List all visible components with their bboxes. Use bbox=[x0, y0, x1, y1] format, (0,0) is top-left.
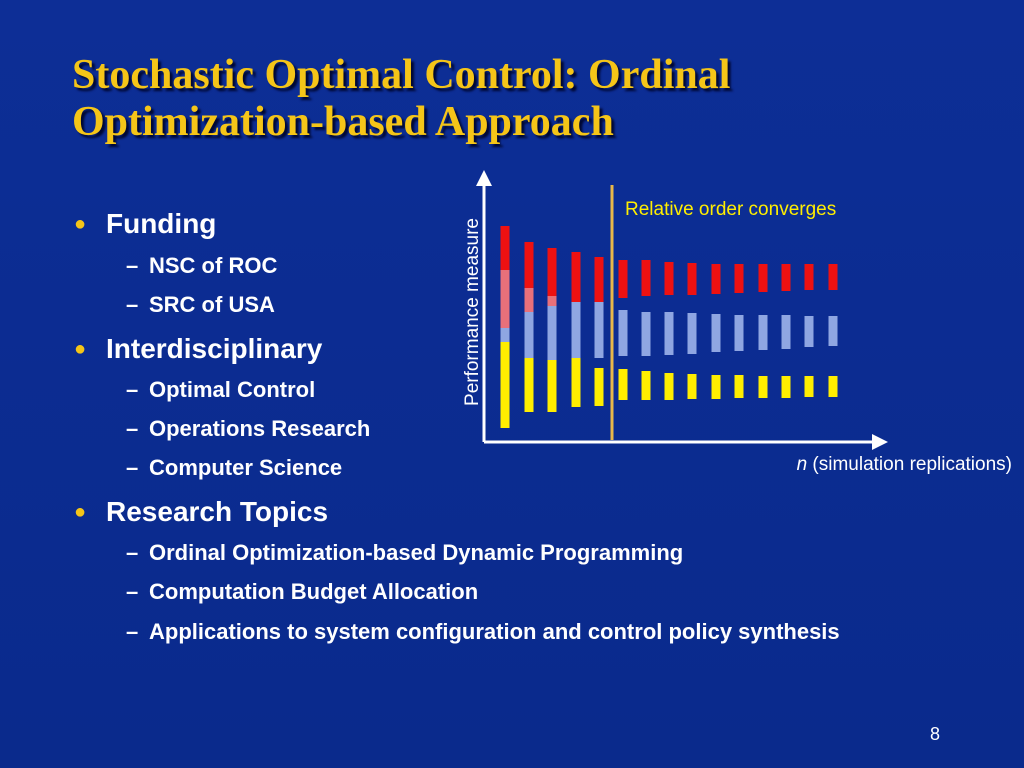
sub-bullet-text: Computation Budget Allocation bbox=[149, 579, 479, 604]
bar-segment-blue bbox=[618, 310, 628, 356]
sub-bullet-text: NSC of ROC bbox=[149, 253, 278, 278]
bar-segment-pink bbox=[547, 296, 557, 306]
dash-icon: – bbox=[126, 619, 139, 644]
x-axis-label: n (simulation replications) bbox=[797, 454, 1012, 475]
bar-segment-yellow bbox=[804, 376, 814, 397]
slide-title-line-2: Optimization-based Approach bbox=[72, 99, 614, 145]
bar-segment-yellow bbox=[758, 376, 768, 398]
bar-segment-blue bbox=[781, 315, 791, 349]
dash-icon: – bbox=[126, 253, 139, 278]
bullet-text: Interdisciplinary bbox=[106, 333, 323, 364]
bar-segment-blue bbox=[804, 316, 814, 347]
bar-segment-yellow bbox=[547, 360, 557, 412]
sub-bullet-text: SRC of USA bbox=[149, 292, 275, 317]
sub-bullet-text: Computer Science bbox=[149, 455, 343, 480]
bar-segment-red bbox=[781, 264, 791, 291]
bar-segment-yellow bbox=[618, 369, 628, 400]
dash-icon: – bbox=[126, 540, 139, 565]
bar-segment-blue bbox=[571, 302, 581, 358]
sub-bullet-text: Applications to system configuration and… bbox=[149, 619, 840, 644]
bullet-dot-icon: ● bbox=[74, 338, 87, 360]
bar-segment-blue bbox=[641, 312, 651, 356]
sub-bullet-text: Operations Research bbox=[149, 416, 371, 441]
bullet-text: Funding bbox=[106, 208, 217, 239]
dash-icon: – bbox=[126, 377, 139, 402]
bar-segment-yellow bbox=[711, 375, 721, 399]
bar-segment-blue bbox=[758, 315, 768, 350]
bar-segment-red bbox=[571, 252, 581, 302]
bar-segment-red bbox=[828, 264, 838, 290]
dash-icon: – bbox=[126, 416, 139, 441]
bar-segment-yellow bbox=[828, 376, 838, 397]
bar-segment-blue bbox=[711, 314, 721, 352]
bullet-text: Research Topics bbox=[106, 496, 329, 527]
dash-icon: – bbox=[126, 292, 139, 317]
bar-segment-yellow bbox=[524, 358, 534, 412]
convergence-diagram: Performance measure Relative order conve… bbox=[462, 170, 1012, 475]
bar-segment-blue bbox=[734, 315, 744, 351]
dash-icon: – bbox=[126, 579, 139, 604]
bar-segment-red bbox=[734, 264, 744, 293]
bar-segment-pink bbox=[500, 270, 510, 328]
bar-segment-yellow bbox=[687, 374, 697, 399]
bar-segment-red bbox=[524, 242, 534, 288]
bar-segment-red bbox=[547, 248, 557, 296]
annotation-relative-order: Relative order converges bbox=[625, 199, 836, 220]
dash-icon: – bbox=[126, 455, 139, 480]
bar-segment-blue bbox=[687, 313, 697, 354]
bar-segment-yellow bbox=[641, 371, 651, 400]
bullet-dot-icon: ● bbox=[74, 501, 87, 523]
bar-segment-blue bbox=[828, 316, 838, 346]
bar-segment-yellow bbox=[594, 368, 604, 406]
bar-segment-yellow bbox=[500, 342, 510, 428]
y-axis-label: Performance measure bbox=[462, 218, 483, 406]
bar-group bbox=[500, 226, 838, 428]
page-number: 8 bbox=[930, 724, 941, 744]
bar-segment-red bbox=[594, 257, 604, 302]
bar-segment-pink bbox=[524, 288, 534, 312]
bar-segment-red bbox=[664, 262, 674, 295]
bar-segment-red bbox=[804, 264, 814, 290]
y-axis-arrow-icon bbox=[476, 170, 492, 186]
slide-title-line-1: Stochastic Optimal Control: Ordinal bbox=[72, 52, 731, 98]
sub-bullet-text: Ordinal Optimization-based Dynamic Progr… bbox=[149, 540, 684, 565]
bar-segment-red bbox=[758, 264, 768, 292]
sub-bullet-text: Optimal Control bbox=[149, 377, 316, 402]
bar-segment-red bbox=[687, 263, 697, 295]
bar-segment-red bbox=[500, 226, 510, 270]
bar-segment-blue bbox=[594, 302, 604, 358]
x-axis-label-var: n bbox=[797, 454, 808, 475]
bullet-dot-icon: ● bbox=[74, 213, 87, 235]
bar-segment-red bbox=[618, 260, 628, 298]
bar-segment-yellow bbox=[781, 376, 791, 398]
bar-segment-yellow bbox=[664, 373, 674, 400]
bar-segment-red bbox=[641, 260, 651, 296]
bar-segment-blue bbox=[500, 328, 510, 342]
bar-segment-red bbox=[711, 264, 721, 294]
bar-segment-yellow bbox=[571, 358, 581, 407]
slide-title: Stochastic Optimal Control: Ordinal Opti… bbox=[72, 52, 972, 146]
x-axis-arrow-icon bbox=[872, 434, 888, 450]
bar-segment-blue bbox=[547, 306, 557, 360]
bar-segment-yellow bbox=[734, 375, 744, 398]
bar-segment-blue bbox=[524, 312, 534, 358]
x-axis-label-rest: (simulation replications) bbox=[807, 454, 1012, 475]
bar-segment-blue bbox=[664, 312, 674, 355]
